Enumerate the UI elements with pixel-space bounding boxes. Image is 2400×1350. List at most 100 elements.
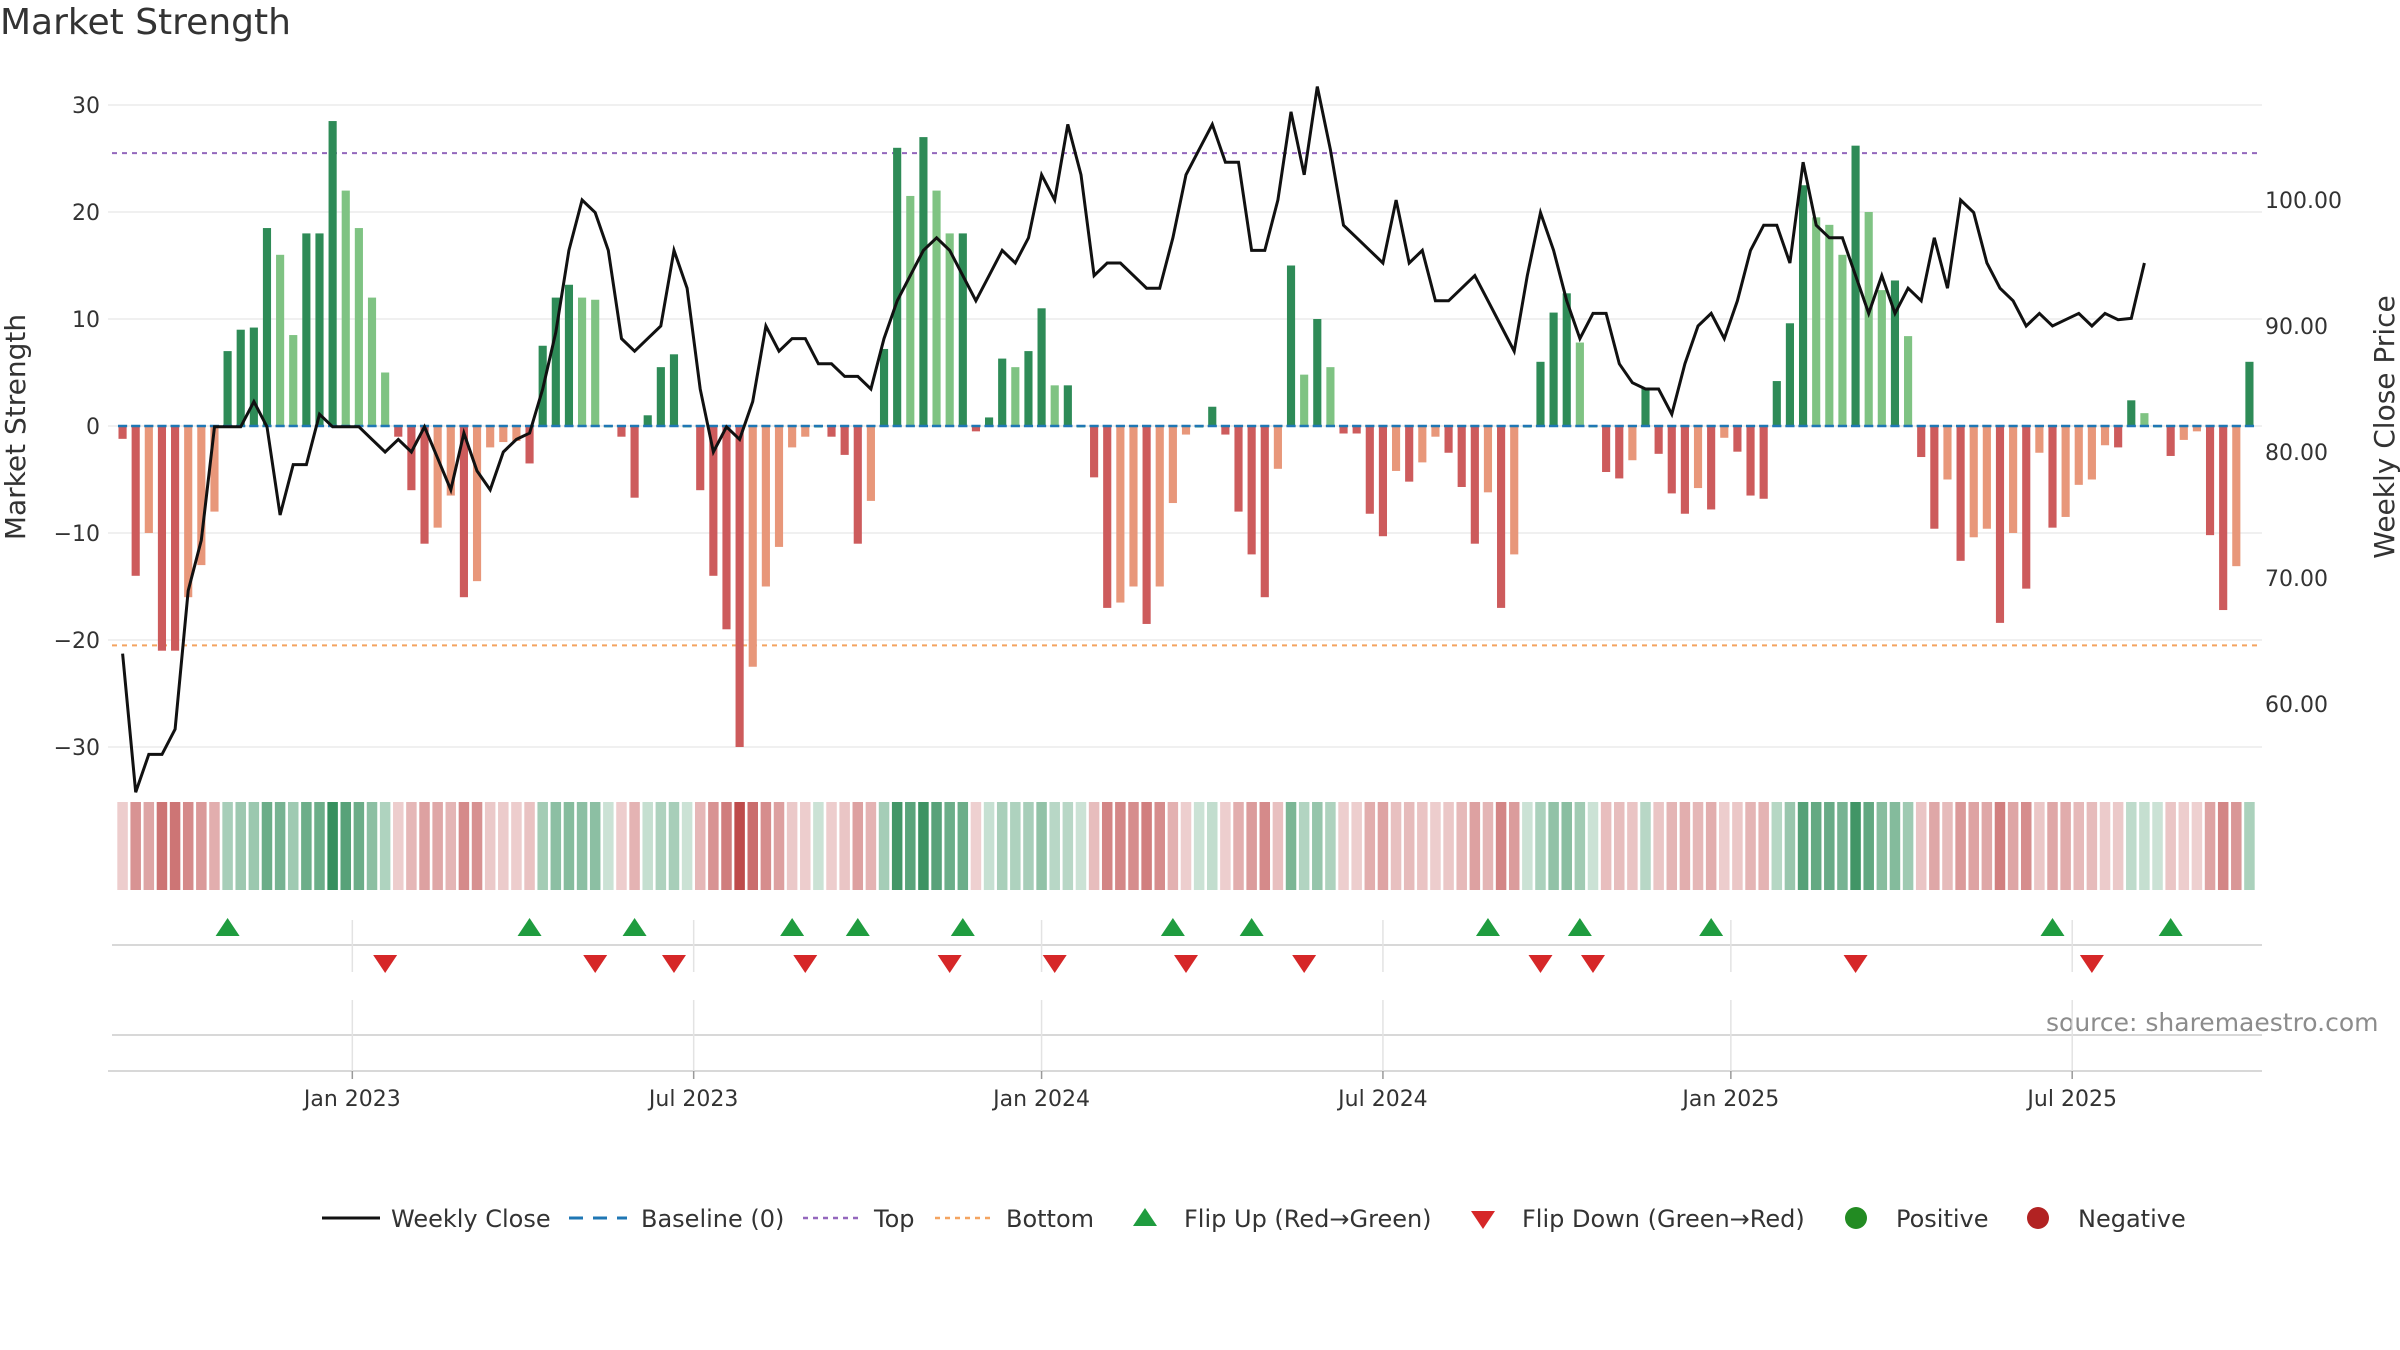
heat-strip-cell: [2178, 802, 2190, 890]
heat-strip-cell: [2165, 802, 2176, 890]
flip-up-marker: [1160, 918, 1185, 936]
heat-strip-cell: [182, 802, 194, 890]
heat-strip-cell: [1968, 802, 1979, 890]
strength-bar: [1930, 426, 1939, 529]
strength-bar: [709, 426, 718, 576]
heat-strip-cell: [1128, 802, 1139, 890]
heat-strip-cell: [156, 802, 168, 890]
strength-bar: [302, 233, 311, 426]
strength-bar: [184, 426, 193, 598]
heat-strip-cell: [1141, 802, 1152, 890]
heat-strip-cell: [1101, 802, 1113, 890]
x-tick-label: Jan 2025: [1680, 1087, 1779, 1112]
heat-strip-cell: [1561, 802, 1572, 890]
heat-strip-cell: [1784, 802, 1796, 890]
strength-bar: [1313, 319, 1322, 426]
y-tick-label: −30: [54, 736, 100, 761]
heat-strip-cell: [1824, 802, 1835, 890]
strength-bar: [354, 228, 363, 426]
heat-strip-cell: [957, 802, 969, 890]
strength-bar: [1536, 361, 1545, 426]
heat-strip-cell: [2244, 802, 2255, 890]
flip-up-marker: [780, 918, 805, 936]
strength-bar: [144, 426, 153, 533]
heat-strip-cell: [1758, 802, 1769, 890]
strength-bar: [722, 426, 731, 630]
strength-bar: [2192, 426, 2201, 432]
x-tick-label: Jul 2025: [2025, 1087, 2117, 1112]
heat-strip-cell: [1233, 802, 1244, 890]
flip-up-marker: [2158, 918, 2183, 936]
strength-bar: [1273, 426, 1282, 469]
y-tick-label: −10: [54, 522, 100, 547]
heat-strip-cell: [2007, 802, 2019, 890]
strength-bar: [2074, 426, 2083, 485]
heat-strip-cell: [1653, 802, 1664, 890]
strength-bar: [958, 233, 967, 426]
y-tick-label: 20: [72, 201, 100, 226]
heat-strip-cell: [1312, 802, 1323, 890]
y2-axis-label: Weekly Close Price: [2368, 295, 2400, 558]
strength-bar: [1693, 426, 1703, 489]
y2-axis-ticks: 100.00 90.00 80.00 70.00 60.00: [2265, 189, 2342, 718]
strength-bar: [1969, 426, 1978, 538]
flip-up-marker: [1567, 918, 1592, 936]
strength-bar: [2245, 361, 2254, 426]
heat-strip-cell: [996, 802, 1008, 890]
heat-strip-cell: [2217, 802, 2229, 890]
strength-bar: [394, 426, 403, 437]
heat-strip-cell: [1088, 802, 1100, 890]
heat-strip-cell: [1430, 802, 1441, 890]
flip-down-marker: [2079, 955, 2104, 973]
heat-strip-cell: [629, 802, 640, 890]
heat-strip-cell: [983, 802, 995, 890]
heat-strip-cell: [852, 802, 864, 890]
heat-strip-cell: [826, 802, 837, 890]
heat-strip-cell: [2231, 802, 2242, 890]
heat-strip-cell: [1495, 802, 1507, 890]
strength-bar: [2114, 426, 2123, 448]
heat-strip-cell: [169, 802, 181, 890]
strength-bar: [1470, 426, 1479, 544]
heat-strip-cell: [1417, 802, 1428, 890]
strength-bar: [1562, 293, 1571, 426]
strength-bar: [1746, 426, 1755, 496]
strength-bar: [971, 426, 981, 432]
x-tick-label: Jan 2023: [302, 1087, 401, 1112]
legend-weekly-close-label: Weekly Close: [391, 1205, 551, 1233]
heat-strip-cell: [1049, 802, 1060, 890]
strength-bar: [276, 254, 285, 426]
flip-down-marker: [1528, 955, 1553, 973]
heat-strip-cell: [786, 802, 798, 890]
strength-bar: [1286, 265, 1296, 426]
strength-bar: [1260, 426, 1269, 598]
heat-strip-cell: [2020, 802, 2032, 890]
heat-strip-cell: [1876, 802, 1888, 890]
strength-bar: [1628, 426, 1637, 461]
flip-markers: [112, 918, 2262, 973]
strength-bar: [1877, 290, 1886, 426]
strength-heat-strip: [117, 802, 2255, 890]
strength-bar: [1956, 426, 1965, 561]
strength-bar: [1549, 312, 1558, 426]
strength-bar: [1142, 426, 1151, 624]
strength-bar: [157, 426, 167, 651]
strength-bar: [788, 426, 797, 448]
flip-down-marker: [1174, 955, 1198, 973]
heat-strip-cell: [813, 802, 824, 890]
strength-bar: [1050, 385, 1059, 426]
strength-bar: [2179, 426, 2188, 440]
strength-bars: [118, 121, 2254, 747]
strength-bar: [1378, 426, 1388, 537]
strength-bar: [2127, 400, 2136, 426]
heat-strip-cell: [1600, 802, 1612, 890]
y-tick-label: 30: [72, 94, 100, 119]
heat-strip-cell: [2099, 802, 2111, 890]
heat-strip-cell: [117, 802, 128, 890]
heat-strip-cell: [1732, 802, 1743, 890]
strength-bar: [853, 426, 862, 544]
y-tick-label: −20: [54, 629, 100, 654]
heat-strip-cell: [432, 802, 443, 890]
heat-strip-cell: [694, 802, 706, 890]
